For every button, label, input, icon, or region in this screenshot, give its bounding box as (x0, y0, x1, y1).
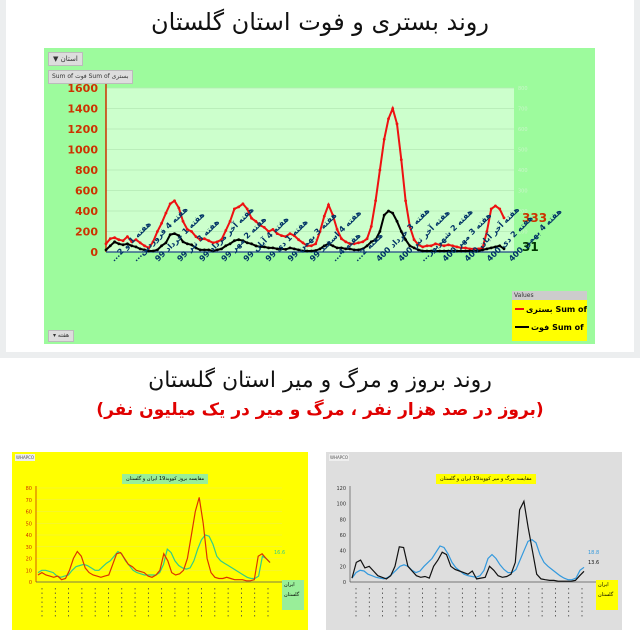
mortality-chart-title: مقایسه مرگ و میر کووید19 ایران و گلستان (436, 474, 536, 484)
section-subtitle: (بروز در صد هزار نفر ، مرگ و میر در یک م… (96, 400, 544, 420)
svg-text:20: 20 (340, 564, 346, 570)
svg-text:1200: 1200 (67, 123, 98, 136)
svg-text:10: 10 (26, 568, 32, 574)
incidence-legend: ایران گلستان (282, 580, 304, 610)
svg-text:60: 60 (340, 533, 346, 539)
svg-text:16.6: 16.6 (274, 550, 285, 556)
svg-text:300: 300 (518, 189, 528, 195)
main-chart-plot: 0 200 400 600 800 1000 1200 1400 1600 0 100 200 300 4… (67, 82, 564, 263)
svg-text:200: 200 (75, 226, 98, 239)
svg-text:200: 200 (518, 209, 528, 215)
svg-text:1400: 1400 (67, 103, 98, 116)
main-chart-title: روند بستری و فوت استان گلستان (151, 8, 489, 36)
svg-text:30: 30 (26, 545, 32, 551)
svg-text:800: 800 (75, 164, 98, 177)
svg-text:40: 40 (340, 549, 346, 555)
svg-text:100: 100 (336, 502, 346, 508)
svg-text:60: 60 (26, 510, 32, 516)
svg-text:18.8: 18.8 (588, 550, 599, 556)
svg-text:80: 80 (26, 486, 32, 492)
chart-header-tag: WHAPCO (329, 454, 350, 461)
svg-text:0: 0 (343, 580, 346, 586)
svg-text:100: 100 (518, 230, 528, 236)
svg-text:600: 600 (518, 127, 528, 133)
svg-text:40: 40 (26, 533, 32, 539)
svg-text:600: 600 (75, 185, 98, 198)
svg-text:400: 400 (75, 205, 98, 218)
value-field-buttons[interactable]: Sum of فوت Sum of بستری (48, 70, 133, 84)
svg-text:120: 120 (336, 486, 346, 492)
section-title: روند بروز و مرگ و میر استان گلستان (148, 368, 492, 393)
svg-text:80: 80 (340, 517, 346, 523)
svg-text:333: 333 (522, 211, 547, 225)
legend-item-deaths: فوت Sum of (512, 318, 587, 336)
black-line-marker-icon (515, 326, 529, 328)
svg-text:1000: 1000 (67, 144, 98, 157)
mortality-chart: WHAPCO مقایسه مرگ و میر کووید19 ایران و … (326, 452, 622, 630)
svg-text:400: 400 (518, 168, 528, 174)
svg-text:70: 70 (26, 498, 32, 504)
svg-text:1600: 1600 (67, 82, 98, 95)
red-line-marker-icon (515, 308, 524, 310)
chart-header-tag: WHAPCO (15, 454, 36, 461)
svg-text:31: 31 (522, 240, 539, 254)
week-field-button[interactable]: ▾ هفته (48, 330, 75, 342)
legend-header: Values (512, 291, 587, 300)
legend-item-hospitalized: بستری Sum of (512, 300, 587, 318)
svg-text:0: 0 (90, 246, 98, 259)
mortality-chart-plot: 0 20 40 60 80 100 120 18.8 13.6 (336, 486, 599, 618)
mortality-legend: ایران گلستان (596, 580, 618, 610)
svg-text:20: 20 (26, 557, 32, 563)
incidence-chart-title: مقایسه بروز کووید19 ایران و گلستان (122, 474, 209, 484)
svg-text:13.6: 13.6 (588, 560, 599, 566)
svg-text:0: 0 (518, 250, 521, 256)
svg-text:700: 700 (518, 107, 528, 113)
svg-text:800: 800 (518, 86, 528, 92)
svg-text:500: 500 (518, 148, 528, 154)
incidence-chart: WHAPCO مقایسه بروز کووید19 ایران و گلستا… (12, 452, 308, 630)
incidence-chart-plot: 0 10 20 30 40 50 60 70 80 16.6 (26, 486, 285, 618)
province-filter-button[interactable]: استان ▼ (48, 52, 83, 66)
hospitalization-deaths-chart: استان ▼ Sum of فوت Sum of بستری 0 200 400 6… (44, 48, 595, 344)
svg-text:50: 50 (26, 521, 32, 527)
svg-text:0: 0 (29, 580, 32, 586)
chart-legend: Values بستری Sum of فوت Sum of (512, 291, 587, 341)
